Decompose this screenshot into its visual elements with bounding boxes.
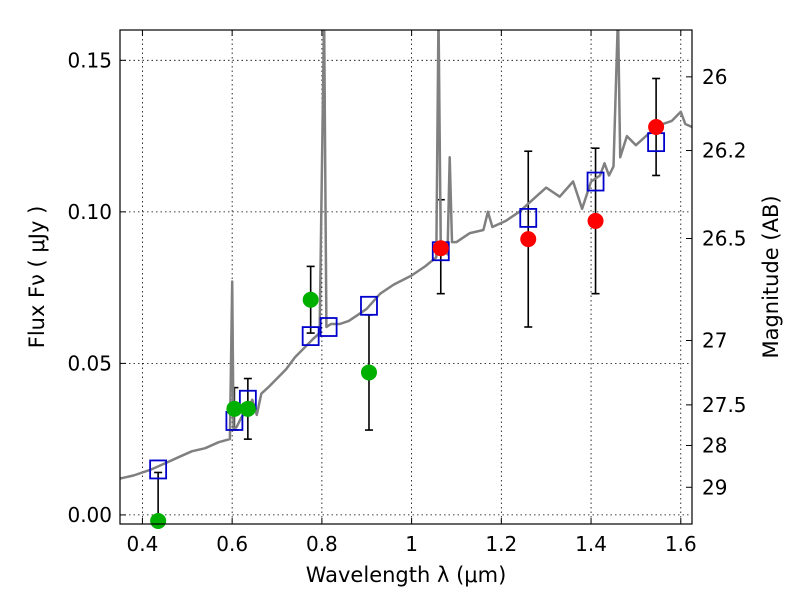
y2-tick-label: 27 — [702, 329, 727, 353]
y2-tick-labels: 26 26.2 26.5 27 27.5 28 29 — [702, 65, 747, 499]
data-point — [587, 212, 604, 229]
data-point — [360, 364, 377, 381]
model-square-marker — [360, 295, 378, 316]
y2-axis-label: Magnitude (AB) — [759, 195, 783, 358]
axis-ticks — [120, 30, 692, 524]
spectrum-line — [120, 30, 692, 480]
x-tick-label: 1.4 — [575, 532, 607, 556]
data-point — [150, 512, 167, 529]
model-square-marker — [586, 171, 605, 192]
model-square-marker — [301, 326, 320, 346]
y-tick-label: 0.00 — [67, 503, 112, 527]
y2-tick-label: 29 — [702, 475, 727, 499]
y2-tick-label: 26.5 — [702, 227, 747, 251]
data-point — [239, 400, 256, 417]
y-tick-label: 0.10 — [67, 200, 112, 224]
y2-tick-label: 27.5 — [702, 393, 747, 417]
y2-tick-label: 26.2 — [702, 139, 747, 163]
y-tick-label: 0.05 — [67, 351, 112, 375]
data-point — [226, 400, 243, 417]
x-tick-label: 1.6 — [665, 532, 697, 556]
data-point — [648, 118, 665, 135]
x-axis-label: Wavelength λ (μm) — [306, 563, 507, 587]
plot-frame — [119, 29, 693, 525]
data-markers — [149, 118, 666, 529]
x-tick-label: 1 — [405, 532, 418, 556]
data-point — [302, 291, 319, 308]
model-square-marker — [519, 208, 538, 228]
y-axis-label: Flux Fν ( μJy ) — [25, 206, 49, 349]
y-tick-labels: 0.00 0.05 0.10 0.15 — [67, 48, 112, 527]
data-point — [432, 240, 449, 257]
x-tick-label: 0.6 — [216, 532, 248, 556]
x-tick-label: 0.8 — [306, 532, 338, 556]
y2-tick-label: 26 — [702, 65, 727, 89]
data-point — [520, 231, 537, 248]
x-tick-label: 0.4 — [127, 532, 159, 556]
model-spectrum — [120, 30, 692, 480]
model-square-marker — [149, 459, 168, 480]
x-tick-labels: 0.4 0.6 0.8 1 1.2 1.4 1.6 — [127, 532, 697, 556]
x-tick-label: 1.2 — [485, 532, 517, 556]
y-tick-label: 0.15 — [67, 48, 112, 72]
y2-tick-label: 28 — [702, 433, 727, 457]
model-square-marker — [319, 317, 338, 337]
